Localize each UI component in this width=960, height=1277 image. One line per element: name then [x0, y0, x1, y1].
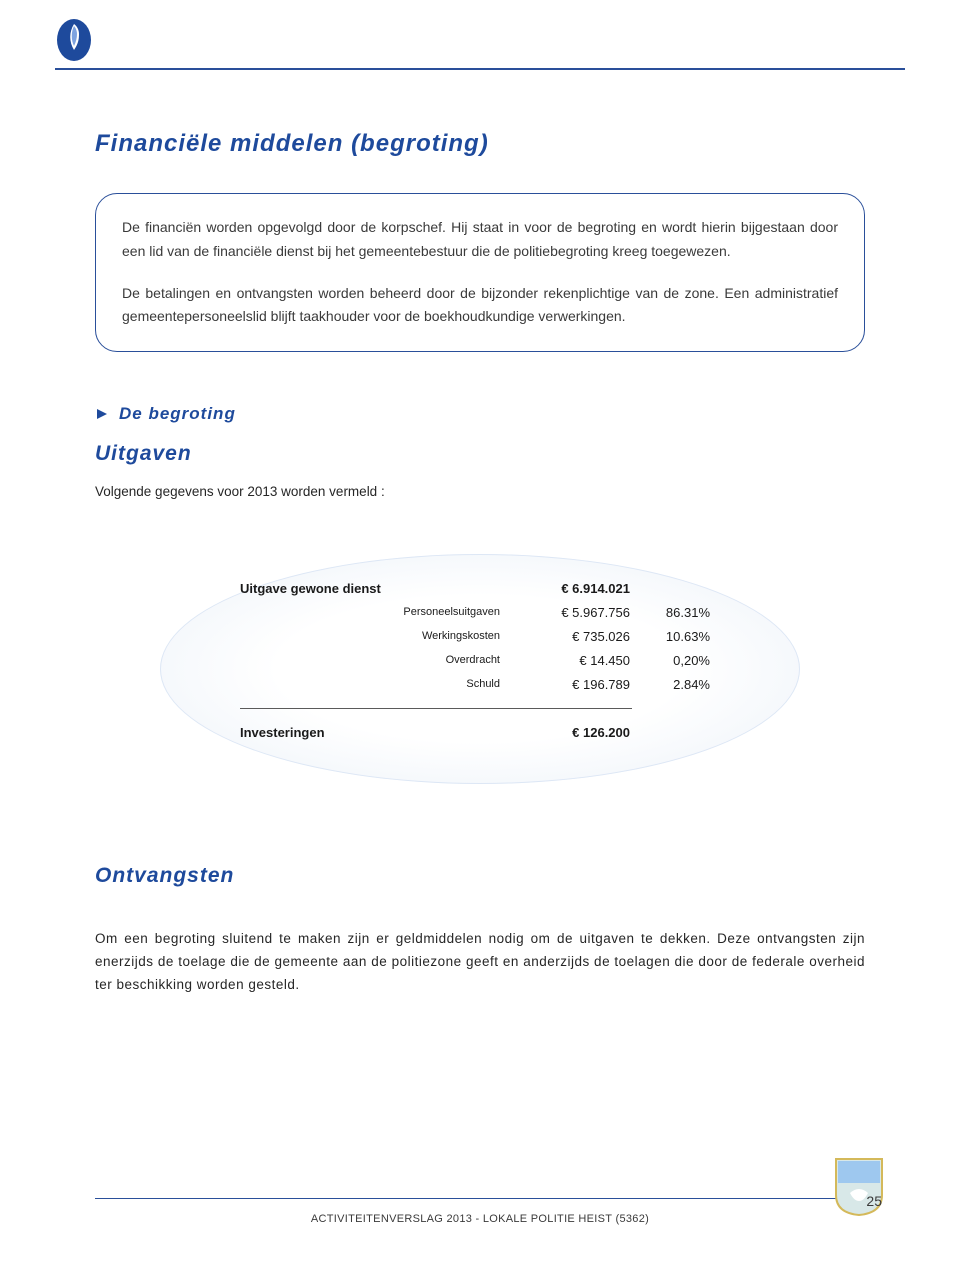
- cell-value: € 5.967.756: [520, 605, 630, 620]
- ontvangsten-heading: Ontvangsten: [95, 864, 865, 888]
- cell-value: € 196.789: [520, 677, 630, 692]
- page: Financiële middelen (begroting) De finan…: [0, 0, 960, 1277]
- row-gewone-dienst: Uitgave gewone dienst € 6.914.021: [240, 576, 740, 600]
- footer-rule: [95, 1198, 865, 1199]
- cell-label: Uitgave gewone dienst: [240, 581, 520, 596]
- cell-value: € 6.914.021: [520, 581, 630, 596]
- uitgaven-lead: Volgende gegevens voor 2013 worden verme…: [95, 484, 865, 499]
- ontvangsten-body: Om een begroting sluitend te maken zijn …: [95, 928, 865, 997]
- page-title: Financiële middelen (begroting): [95, 130, 865, 158]
- cell-value: € 126.200: [520, 725, 630, 740]
- cell-label: Schuld: [240, 678, 520, 690]
- row-divider: [240, 696, 740, 720]
- police-logo-icon: [55, 18, 93, 62]
- cell-label: Werkingskosten: [240, 630, 520, 642]
- cell-label: Overdracht: [240, 654, 520, 666]
- cell-pct: 0,20%: [630, 653, 710, 668]
- cell-pct: 10.63%: [630, 629, 710, 644]
- info-box: De financiën worden opgevolgd door de ko…: [95, 193, 865, 352]
- cell-value: € 735.026: [520, 629, 630, 644]
- cell-label: Investeringen: [240, 725, 520, 740]
- finance-table: Uitgave gewone dienst € 6.914.021 Person…: [240, 576, 740, 744]
- page-number: 25: [866, 1193, 882, 1209]
- row-overdracht: Overdracht € 14.450 0,20%: [240, 648, 740, 672]
- info-para-2: De betalingen en ontvangsten worden behe…: [122, 282, 838, 330]
- info-para-1: De financiën worden opgevolgd door de ko…: [122, 216, 838, 264]
- row-schuld: Schuld € 196.789 2.84%: [240, 672, 740, 696]
- page-number-badge: 25: [830, 1155, 888, 1217]
- de-begroting-label: De begroting: [119, 404, 236, 424]
- row-personeel: Personeelsuitgaven € 5.967.756 86.31%: [240, 600, 740, 624]
- cell-pct: 2.84%: [630, 677, 710, 692]
- row-investeringen: Investeringen € 126.200: [240, 720, 740, 744]
- header: [55, 18, 905, 64]
- cell-value: € 14.450: [520, 653, 630, 668]
- finance-table-wrap: Uitgave gewone dienst € 6.914.021 Person…: [160, 554, 800, 784]
- header-rule: [55, 68, 905, 70]
- cell-label: Personeelsuitgaven: [240, 606, 520, 618]
- de-begroting-heading: De begroting: [95, 404, 865, 424]
- row-werking: Werkingskosten € 735.026 10.63%: [240, 624, 740, 648]
- arrow-right-icon: [95, 407, 109, 421]
- cell-pct: 86.31%: [630, 605, 710, 620]
- uitgaven-heading: Uitgaven: [95, 442, 865, 466]
- content: Financiële middelen (begroting) De finan…: [95, 130, 865, 997]
- footer-text: ACTIVITEITENVERSLAG 2013 - LOKALE POLITI…: [0, 1213, 960, 1225]
